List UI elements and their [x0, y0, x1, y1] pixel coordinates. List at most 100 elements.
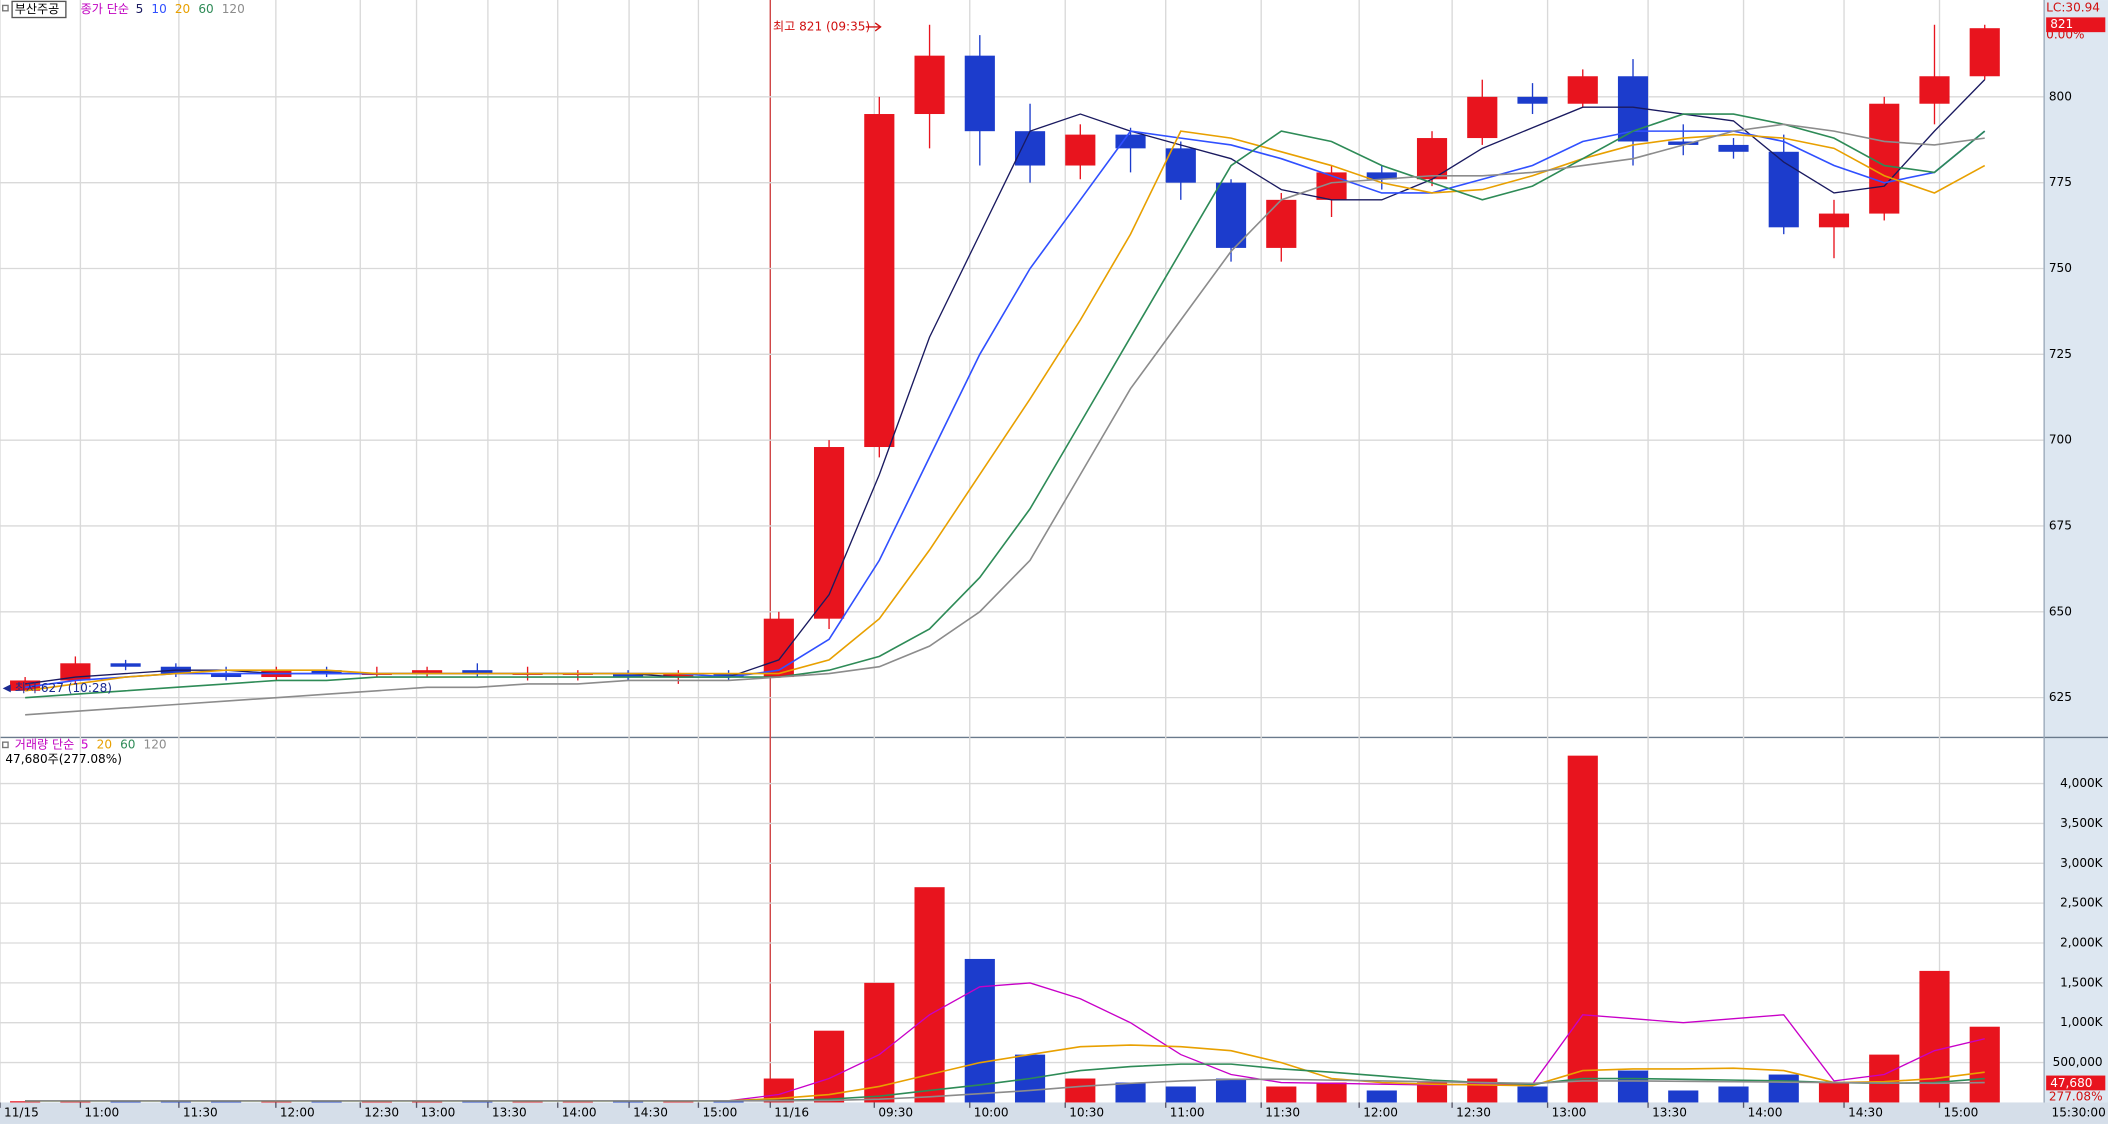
moving-average-line	[25, 130, 1986, 692]
current-price-label: 821	[2050, 17, 2073, 31]
candle-body	[1718, 144, 1749, 152]
candle-body	[1567, 76, 1598, 104]
candle-body	[1467, 96, 1498, 139]
panel-icon	[2, 4, 9, 12]
x-tick-label: 12:30	[1456, 1106, 1491, 1120]
volume-bar	[613, 1101, 644, 1103]
price-legend-label: 종가 단순	[81, 2, 129, 16]
volume-bar	[10, 1101, 41, 1103]
legend-entry: 20	[175, 2, 190, 16]
candle-body	[1668, 141, 1699, 145]
candle-body	[412, 670, 443, 674]
volume-bar	[864, 982, 895, 1103]
candle-body	[1366, 172, 1397, 180]
lc-label: LC:30.94	[2046, 1, 2100, 15]
candle-body	[1215, 182, 1247, 248]
volume-bar	[964, 958, 995, 1103]
y-tick-label: 3,000K	[2060, 856, 2104, 870]
candle-body	[110, 663, 141, 667]
legend-entry: 5	[81, 737, 89, 751]
y-tick-label: 775	[2049, 175, 2072, 189]
volume-bar	[1366, 1090, 1397, 1103]
low-arrow	[2, 684, 11, 693]
volume-bar	[261, 1100, 292, 1103]
volume-bar	[160, 1100, 191, 1103]
candle-body	[1065, 134, 1096, 166]
y-tick-label: 675	[2049, 518, 2072, 532]
volume-bar	[1165, 1086, 1196, 1103]
x-tick-label: 10:00	[974, 1106, 1009, 1120]
volume-bar	[1416, 1082, 1448, 1103]
y-tick-label: 1,500K	[2060, 975, 2104, 989]
legend-entry: 60	[120, 737, 135, 751]
candle-body	[1517, 96, 1548, 104]
panel-icon	[2, 741, 9, 749]
candle-body	[10, 680, 41, 691]
candle-body	[462, 670, 493, 674]
y-tick-label: 650	[2049, 604, 2072, 618]
x-axis-panel	[0, 1102, 2108, 1124]
volume-legend-label: 거래량 단순	[15, 737, 74, 751]
volume-bar	[713, 1100, 744, 1103]
volume-bar	[763, 1078, 794, 1103]
x-tick-label: 14:30	[633, 1106, 668, 1120]
volume-bar	[914, 887, 945, 1103]
candle-body	[1014, 131, 1046, 166]
x-tick-label: 11/16	[774, 1106, 809, 1120]
title-box[interactable]	[11, 0, 67, 19]
candle-body	[914, 55, 945, 115]
candle-body	[1266, 199, 1297, 248]
legend-entry: 120	[222, 2, 245, 16]
low-annotation: 최저 627 (10:28)	[15, 681, 112, 695]
current-price-box	[2046, 17, 2106, 33]
x-tick-label: 14:00	[1748, 1106, 1783, 1120]
x-tick-label: 15:00	[1944, 1106, 1979, 1120]
candle-body	[1818, 213, 1850, 228]
x-tick-label: 11/15	[4, 1106, 39, 1120]
volume-bar	[1316, 1082, 1347, 1103]
volume-bar	[1969, 1026, 2000, 1103]
volume-bar	[1869, 1054, 1900, 1103]
volume-bar	[361, 1101, 392, 1103]
candle-body	[864, 114, 895, 448]
candle-body	[1869, 103, 1900, 214]
candle-body	[1165, 148, 1196, 183]
legend-entry: 5	[136, 2, 144, 16]
y-tick-label: 2,500K	[2060, 896, 2104, 910]
volume-current-label: 47,680	[2050, 1076, 2092, 1090]
candle-body	[311, 670, 342, 674]
legend-entry: 10	[151, 2, 166, 16]
moving-average-line	[25, 113, 1986, 699]
x-tick-label: 12:30	[364, 1106, 399, 1120]
volume-bar	[1115, 1082, 1146, 1103]
x-tick-label: 14:00	[562, 1106, 597, 1120]
x-tick-label: 13:00	[1552, 1106, 1587, 1120]
x-axis-end-label: 15:30:00	[2052, 1106, 2106, 1120]
candle-body	[1115, 134, 1146, 149]
x-tick-label: 15:00	[702, 1106, 737, 1120]
stock-title[interactable]: 부산주공	[15, 2, 59, 16]
volume-bar	[211, 1101, 242, 1103]
volume-bar	[512, 1101, 543, 1103]
candle-body	[211, 673, 242, 678]
y-tick-label: 4,000K	[2060, 776, 2104, 790]
volume-bar	[562, 1101, 593, 1103]
legend-entry: 120	[144, 737, 167, 751]
volume-bar	[1065, 1078, 1096, 1103]
y-tick-label: 725	[2049, 347, 2072, 361]
y-tick-label: 500,000	[2053, 1055, 2103, 1069]
y-tick-label: 800	[2049, 89, 2072, 103]
y-tick-label: 700	[2049, 433, 2072, 447]
x-tick-label: 11:30	[183, 1106, 218, 1120]
candle-body	[964, 55, 995, 132]
volume-bar	[1617, 1070, 1649, 1103]
moving-average-line	[25, 130, 1986, 689]
candle-body	[813, 447, 845, 619]
x-tick-label: 11:00	[1170, 1106, 1205, 1120]
x-tick-label: 11:00	[84, 1106, 119, 1120]
x-tick-label: 10:30	[1069, 1106, 1104, 1120]
y-tick-label: 1,000K	[2060, 1015, 2104, 1029]
